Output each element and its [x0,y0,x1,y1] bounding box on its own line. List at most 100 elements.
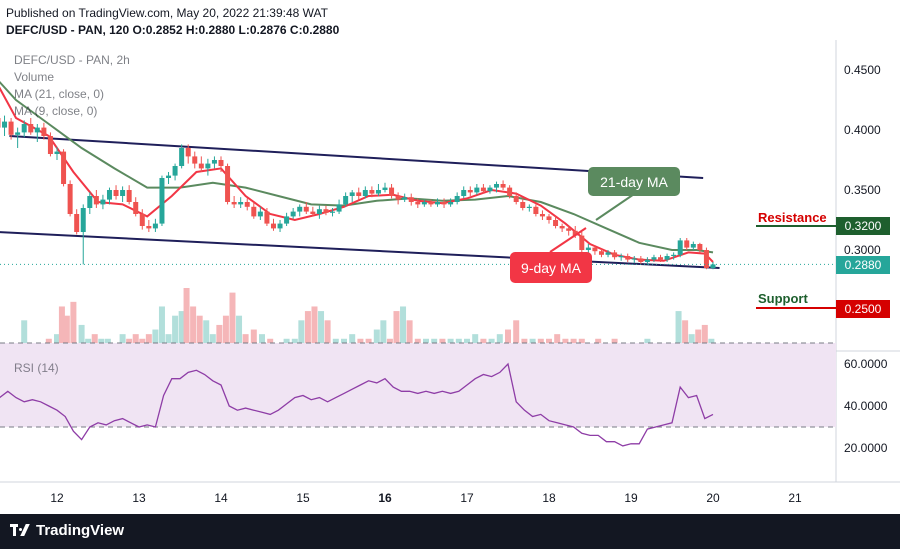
volume-bar [250,329,257,348]
tradingview-logo[interactable]: TradingView [10,522,124,539]
candle-body [421,202,427,205]
candle-body [277,223,283,229]
ma21-callout-label: 21-day MA [600,174,668,190]
candle-body [513,196,519,202]
candle-body [389,187,395,196]
volume-bar [203,320,210,348]
candle-body [34,127,40,133]
volume-bar [304,311,311,348]
volume-bar [70,301,77,348]
candle-body [284,216,290,224]
price-tick-label: 0.4500 [844,63,881,77]
candle-body [205,163,211,169]
rsi-label: RSI (14) [14,361,59,375]
volume-bar [236,315,243,348]
candle-body [251,206,257,217]
support-label: Support [758,291,808,306]
ma21-callout: 21-day MA [588,167,680,221]
candle-body [192,156,198,164]
rsi-tick-label: 40.0000 [844,399,888,413]
candle-body [28,124,34,133]
candle-body [218,160,224,166]
resistance-label: Resistance [758,210,827,225]
candle-body [133,202,139,214]
volume-bar [554,334,561,348]
candle-body [375,190,381,194]
candle-body [139,214,145,226]
candle-body [362,190,368,196]
volume-bar [190,306,197,348]
last-price-value: 0.2880 [845,258,882,272]
time-tick-label: 13 [132,491,146,505]
candle-body [87,196,93,208]
published-line: Published on TradingView.com, May 20, 20… [6,6,328,20]
candle-body [80,208,86,232]
volume-bar [21,320,28,348]
volume-bar [172,315,179,348]
candle-body [120,190,126,196]
price-tick-label: 0.4000 [844,123,881,137]
volume-bar [145,334,152,348]
volume-bar [196,315,203,348]
price-chart[interactable]: RSI (14) 60.0000 40.0000 20.0000 0.4500 0.40… [0,40,900,514]
candle-body [579,235,585,250]
candle-body [264,211,270,224]
legend-ma21: MA (21, close, 0) [14,87,104,101]
volume-bar [78,324,85,348]
volume-bar [119,334,126,348]
candle-body [100,199,106,205]
rsi-tick-label: 20.0000 [844,441,888,455]
candle-body [559,226,565,229]
tradingview-mark-icon [10,524,30,536]
candle-body [290,211,296,217]
chart-legend: DEFC/USD - PAN, 2h Volume MA (21, close,… [14,53,130,118]
candle-body [47,136,53,154]
chart-header: Published on TradingView.com, May 20, 20… [0,0,900,40]
candle-body [316,209,322,214]
candle-body [441,202,447,205]
candle-body [231,202,237,205]
ohlc-line: DEFC/USD - PAN, 120 O:0.2852 H:0.2880 L:… [6,23,340,37]
candle-body [566,228,572,231]
candle-body [198,163,204,169]
time-tick-label: 15 [296,491,310,505]
candle-body [303,206,309,212]
volume-bar [178,311,185,348]
candle-body [474,187,480,193]
candle-body [598,251,604,255]
candle-body [631,258,637,260]
candle-body [54,151,60,154]
volume-bar [165,334,172,348]
candle-body [494,184,500,188]
candle-body [238,202,244,205]
volume-bar [324,320,331,348]
candle-body [146,226,152,229]
rsi-tick-label: 60.0000 [844,357,888,371]
volume-bar [229,292,236,348]
volume-bar [400,306,407,348]
time-tick-label: 17 [460,491,474,505]
candle-body [41,127,47,136]
candle-body [8,121,14,135]
candle-body [211,160,217,164]
candle-body [553,220,559,226]
candle-body [454,196,460,202]
candle-body [297,206,303,212]
candle-body [612,252,618,258]
candle-body [415,202,421,205]
candle-body [434,202,440,205]
resistance-value: 0.3200 [845,219,882,233]
candle-body [487,187,493,192]
candle-body [592,247,598,252]
price-tick-label: 0.3500 [844,183,881,197]
volume-bar [259,334,265,348]
volume-bar [158,306,165,348]
candle-body [61,151,67,184]
volume-bar [209,334,216,348]
last-price-label: 0.2880 [836,256,890,274]
candle-body [408,197,414,202]
volume-bar [496,334,503,348]
candle-body [15,132,21,135]
ma21-path [0,80,714,254]
time-tick-label: 12 [50,491,64,505]
